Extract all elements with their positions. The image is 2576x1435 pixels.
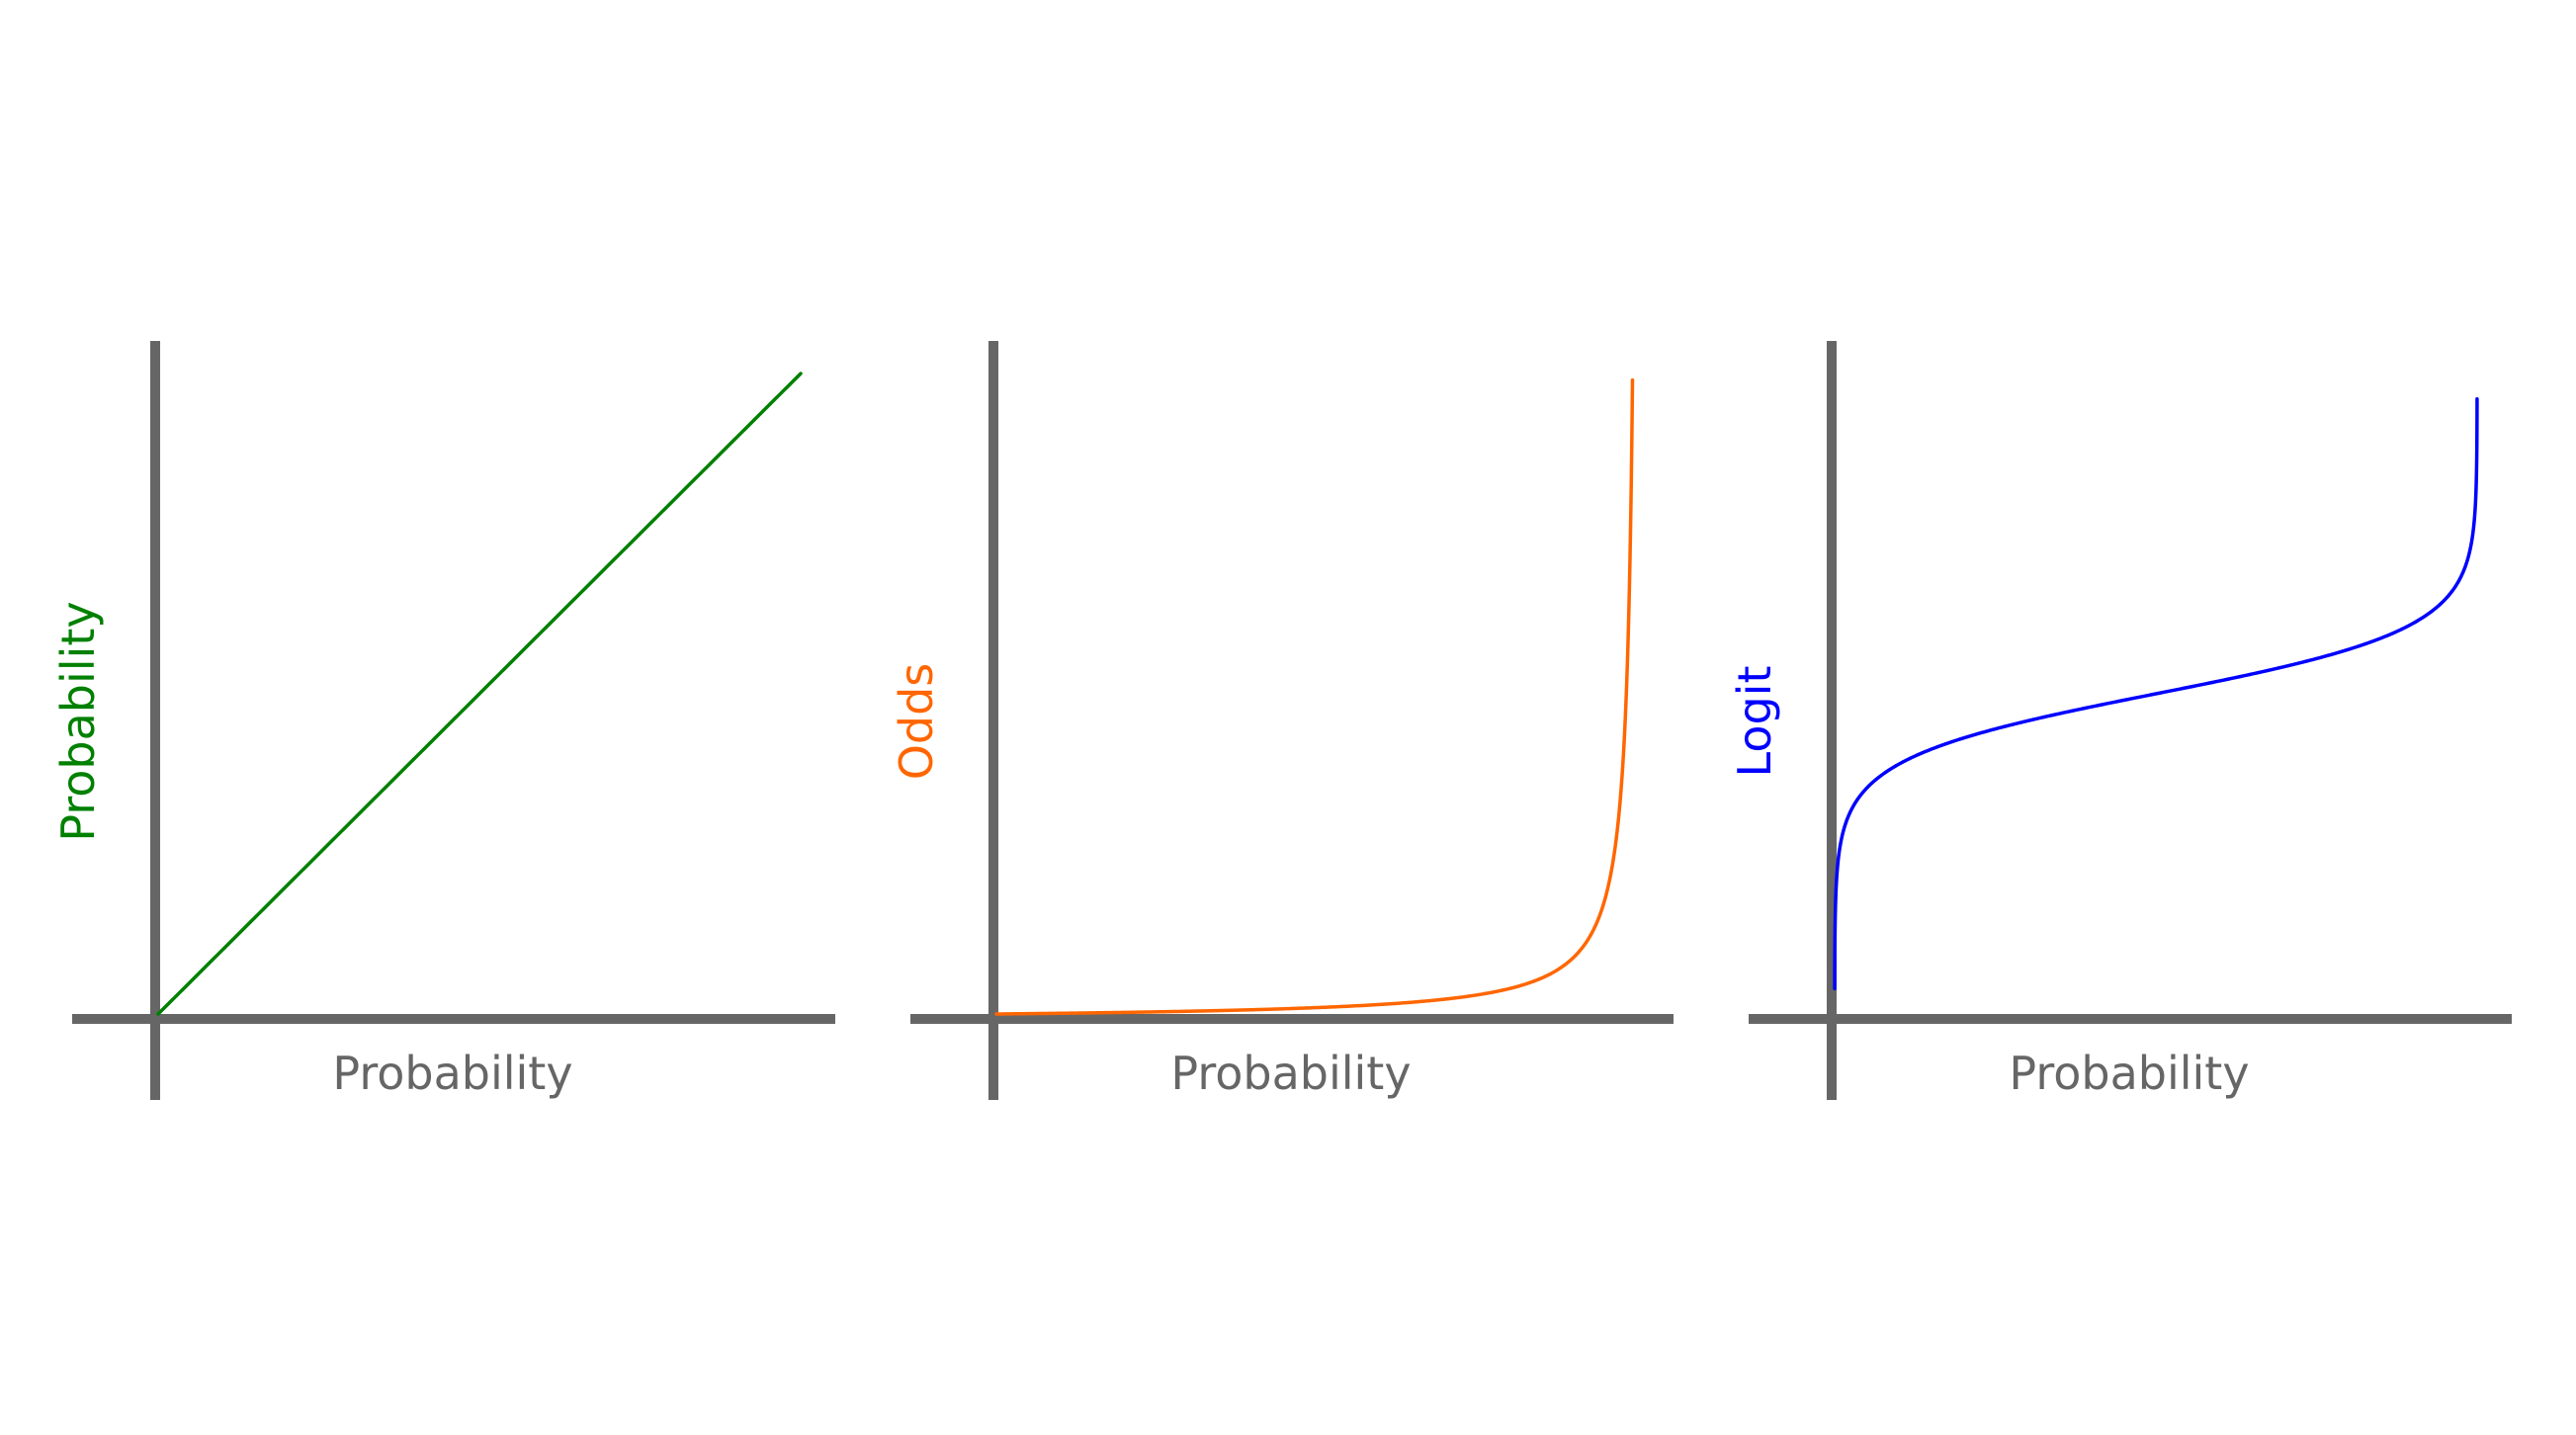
series-line-1 xyxy=(156,372,803,1016)
series-line-1 xyxy=(994,378,1635,1016)
chart-panel-3: Probability Logit xyxy=(1728,341,2512,1100)
x-axis-label: Probability xyxy=(2009,1047,2249,1100)
y-axis-label: Logit xyxy=(1728,666,1781,778)
y-axis-label: Odds xyxy=(890,663,943,781)
x-axis-label: Probability xyxy=(1170,1047,1411,1100)
chart-panel-1: Probability Probability xyxy=(51,341,835,1100)
chart-panel-2: Probability Odds xyxy=(890,341,1674,1100)
series-line-1 xyxy=(1833,396,2479,991)
y-axis-label: Probability xyxy=(51,601,105,841)
x-axis-label: Probability xyxy=(332,1047,572,1100)
